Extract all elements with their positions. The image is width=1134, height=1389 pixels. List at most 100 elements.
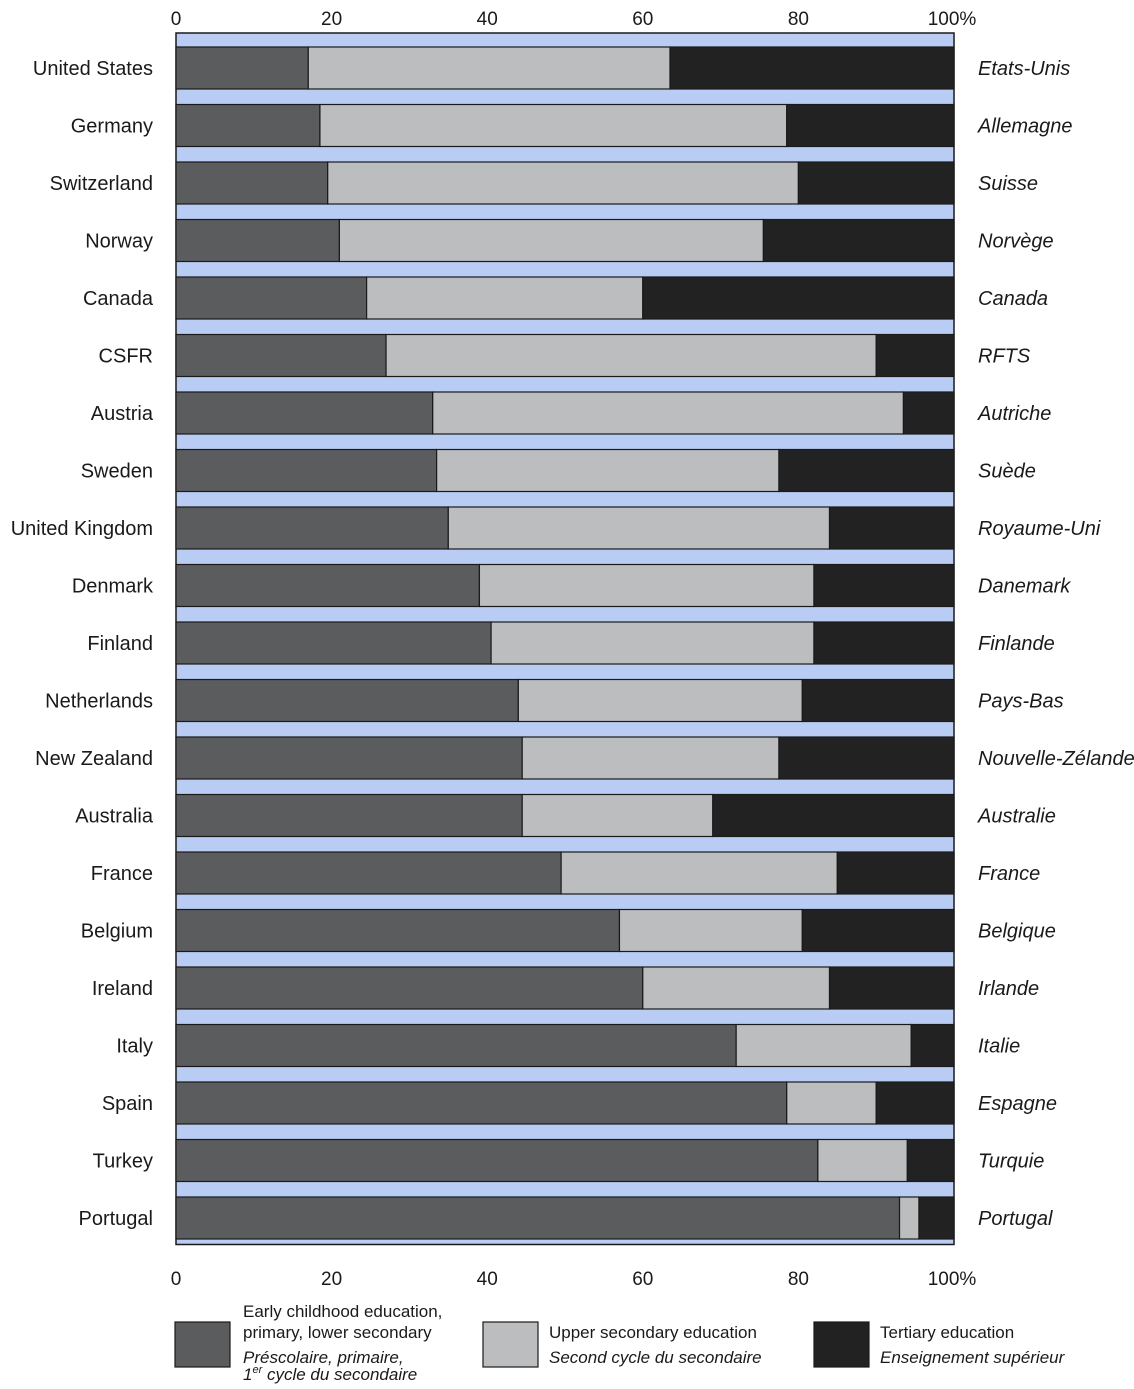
category-labels-french: Etats-Unis Allemagne Suisse Norvège Canada RF… bbox=[977, 58, 1134, 1230]
bars-group bbox=[175, 46, 955, 1240]
category-label: Australia bbox=[75, 806, 154, 828]
bar-segment bbox=[906, 1138, 955, 1183]
bar-segment bbox=[786, 1081, 877, 1125]
legend-label: Early childhood education, bbox=[243, 1302, 442, 1321]
category-label-french: Belgique bbox=[978, 921, 1056, 943]
bar-segment bbox=[175, 851, 562, 895]
category-label-french: Italie bbox=[978, 1036, 1020, 1058]
category-label: Canada bbox=[83, 288, 154, 310]
bar-segment bbox=[432, 391, 905, 435]
bar-segment bbox=[875, 1081, 955, 1125]
bar-segment bbox=[175, 161, 329, 205]
category-label-french: Portugal bbox=[978, 1208, 1053, 1230]
bar-segment bbox=[175, 506, 449, 550]
legend-label-french: Enseignement supérieur bbox=[880, 1348, 1066, 1367]
category-label: Portugal bbox=[79, 1208, 154, 1230]
category-label: Ireland bbox=[92, 978, 153, 1000]
category-label: Belgium bbox=[81, 921, 153, 943]
x-tick-label: 100% bbox=[928, 1269, 977, 1290]
bar-segment bbox=[712, 793, 955, 838]
bar-segment bbox=[175, 333, 387, 378]
x-tick-label: 0 bbox=[171, 9, 182, 30]
category-label-french: Suisse bbox=[978, 173, 1038, 195]
bar-segment bbox=[828, 966, 955, 1010]
x-tick-label: 80 bbox=[788, 9, 809, 30]
category-label: United States bbox=[33, 58, 153, 80]
bar-segment bbox=[175, 966, 644, 1010]
bar-segment bbox=[307, 46, 671, 90]
bar-segment bbox=[797, 161, 955, 205]
bar-segment bbox=[521, 793, 714, 838]
category-label-french: RFTS bbox=[978, 346, 1031, 368]
bar-segment bbox=[801, 678, 955, 723]
bar-segment bbox=[175, 908, 621, 953]
bar-segment bbox=[521, 736, 780, 780]
bar-segment bbox=[385, 333, 877, 378]
category-label-french: France bbox=[978, 863, 1040, 885]
bar-segment bbox=[436, 448, 780, 493]
bar-segment bbox=[175, 391, 434, 435]
bar-segment bbox=[910, 1023, 955, 1068]
category-label: Netherlands bbox=[45, 691, 153, 713]
bar-segment bbox=[642, 966, 831, 1010]
category-label-french: Canada bbox=[978, 288, 1048, 310]
category-label-french: Turquie bbox=[978, 1151, 1044, 1173]
bar-segment bbox=[175, 46, 309, 90]
x-tick-label: 100% bbox=[928, 9, 977, 30]
x-tick-label: 40 bbox=[477, 9, 498, 30]
category-label-french: Allemagne bbox=[977, 116, 1073, 138]
x-tick-label: 80 bbox=[788, 1269, 809, 1290]
category-label: CSFR bbox=[99, 346, 153, 368]
bar-segment bbox=[338, 218, 764, 263]
bar-segment bbox=[175, 1196, 901, 1240]
legend-label: Upper secondary education bbox=[549, 1323, 757, 1342]
category-label: Turkey bbox=[93, 1151, 153, 1173]
category-label-french: Pays-Bas bbox=[978, 691, 1064, 713]
category-label: Sweden bbox=[81, 461, 153, 483]
category-label: New Zealand bbox=[35, 748, 153, 770]
bar-segment bbox=[902, 391, 955, 435]
category-label: Norway bbox=[85, 231, 153, 253]
bar-segment bbox=[786, 103, 955, 148]
bar-segment bbox=[735, 1023, 912, 1068]
legend-label: Tertiary education bbox=[880, 1323, 1014, 1342]
x-tick-label: 0 bbox=[171, 1269, 182, 1290]
category-label: Germany bbox=[71, 116, 153, 138]
legend-swatch bbox=[482, 1321, 539, 1368]
bar-segment bbox=[898, 1196, 920, 1240]
bar-segment bbox=[175, 448, 438, 493]
x-axis-ticks-top: 0 20 40 60 80 100% bbox=[171, 9, 977, 30]
category-label: Spain bbox=[102, 1093, 153, 1115]
legend: Early childhood education, primary, lower… bbox=[174, 1302, 1066, 1384]
legend-label: primary, lower secondary bbox=[243, 1323, 432, 1342]
x-tick-label: 20 bbox=[321, 1269, 342, 1290]
bar-segment bbox=[175, 563, 481, 608]
x-axis-ticks-bottom: 0 20 40 60 80 100% bbox=[171, 1269, 977, 1290]
bar-segment bbox=[618, 908, 803, 953]
bar-segment bbox=[175, 1023, 737, 1068]
category-label-french: Nouvelle-Zélande bbox=[978, 748, 1134, 770]
x-tick-label: 40 bbox=[477, 1269, 498, 1290]
bar-segment bbox=[175, 1138, 819, 1183]
bar-segment bbox=[813, 621, 955, 665]
bar-segment bbox=[918, 1196, 955, 1240]
bar-segment bbox=[642, 276, 955, 320]
x-tick-label: 60 bbox=[632, 1269, 653, 1290]
bar-segment bbox=[175, 736, 523, 780]
category-label-french: Espagne bbox=[978, 1093, 1057, 1115]
legend-swatch bbox=[813, 1321, 870, 1368]
category-label-french: Irlande bbox=[978, 978, 1039, 1000]
bar-segment bbox=[875, 333, 955, 378]
bar-segment bbox=[778, 736, 955, 780]
bar-segment bbox=[327, 161, 799, 205]
bar-segment bbox=[175, 103, 321, 148]
category-label-french: Norvège bbox=[978, 231, 1054, 253]
x-tick-label: 20 bbox=[321, 9, 342, 30]
bar-segment bbox=[813, 563, 955, 608]
legend-label-french: 1er cycle du secondaire bbox=[243, 1364, 417, 1384]
bar-segment bbox=[817, 1138, 908, 1183]
bar-segment bbox=[447, 506, 831, 550]
bar-segment bbox=[836, 851, 955, 895]
bar-segment bbox=[366, 276, 644, 320]
